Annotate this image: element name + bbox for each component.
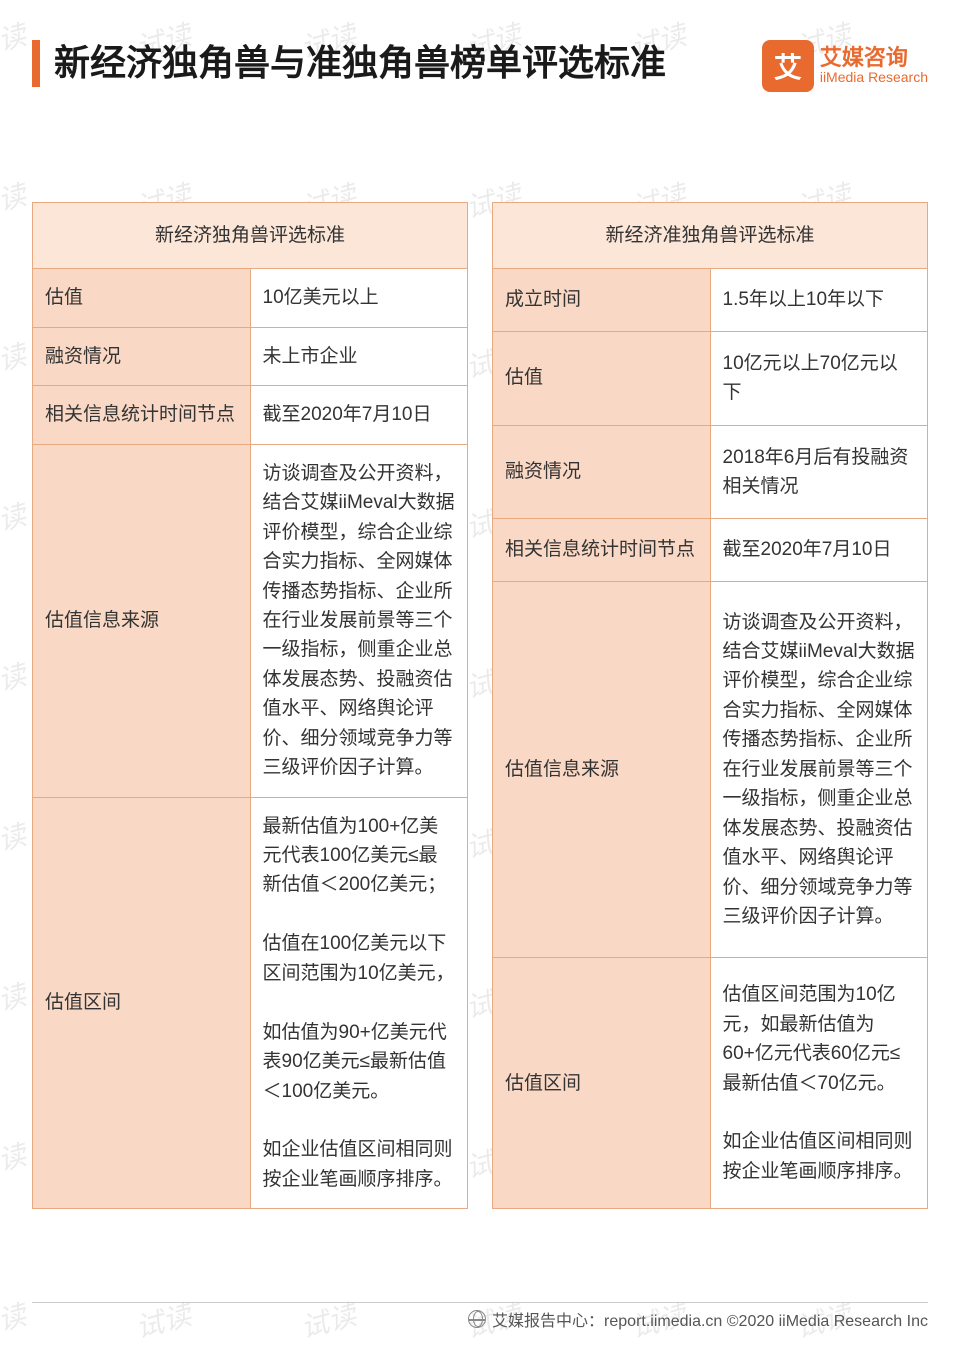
tables-row: 新经济独角兽评选标准 估值10亿美元以上融资情况未上市企业相关信息统计时间节点截… (32, 202, 928, 1209)
logo-en: iiMedia Research (820, 70, 928, 85)
left-table: 新经济独角兽评选标准 估值10亿美元以上融资情况未上市企业相关信息统计时间节点截… (32, 202, 468, 1209)
right-row-value: 10亿元以上70亿元以下 (710, 331, 928, 425)
right-row-label: 融资情况 (493, 425, 711, 519)
brand-logo: 艾 艾媒咨询 iiMedia Research (762, 40, 928, 92)
table-row: 相关信息统计时间节点截至2020年7月10日 (33, 386, 468, 444)
globe-icon (468, 1310, 486, 1328)
table-row: 估值10亿元以上70亿元以下 (493, 331, 928, 425)
table-row: 相关信息统计时间节点截至2020年7月10日 (493, 519, 928, 581)
table-row: 估值信息来源访谈调查及公开资料，结合艾媒iiMeval大数据评价模型，综合企业综… (493, 581, 928, 958)
right-row-label: 相关信息统计时间节点 (493, 519, 711, 581)
right-row-value: 截至2020年7月10日 (710, 519, 928, 581)
right-row-label: 估值 (493, 331, 711, 425)
left-table-header: 新经济独角兽评选标准 (33, 203, 468, 269)
title-accent-bar (32, 40, 40, 87)
table-row: 融资情况未上市企业 (33, 327, 468, 385)
left-row-label: 融资情况 (33, 327, 251, 385)
logo-badge-icon: 艾 (762, 40, 814, 92)
left-row-label: 估值 (33, 269, 251, 327)
left-row-label: 相关信息统计时间节点 (33, 386, 251, 444)
right-row-label: 成立时间 (493, 269, 711, 331)
table-row: 估值10亿美元以上 (33, 269, 468, 327)
right-row-label: 估值信息来源 (493, 581, 711, 958)
watermark-text: 试读 (0, 1293, 30, 1346)
right-table: 新经济准独角兽评选标准 成立时间1.5年以上10年以下估值10亿元以上70亿元以… (492, 202, 928, 1209)
right-row-value: 1.5年以上10年以下 (710, 269, 928, 331)
logo-cn: 艾媒咨询 (820, 46, 928, 70)
left-row-label: 估值区间 (33, 797, 251, 1209)
left-row-value: 截至2020年7月10日 (250, 386, 468, 444)
table-row: 估值区间最新估值为100+亿美元代表100亿美元≤最新估值＜200亿美元； 估值… (33, 797, 468, 1209)
page-title: 新经济独角兽与准独角兽榜单评选标准 (54, 40, 666, 87)
table-row: 估值区间估值区间范围为10亿元，如最新估值为60+亿元代表60亿元≤最新估值＜7… (493, 958, 928, 1209)
logo-text: 艾媒咨询 iiMedia Research (820, 46, 928, 86)
header: 新经济独角兽与准独角兽榜单评选标准 艾 艾媒咨询 iiMedia Researc… (32, 40, 928, 92)
left-row-value: 未上市企业 (250, 327, 468, 385)
table-row: 估值信息来源访谈调查及公开资料，结合艾媒iiMeval大数据评价模型，综合企业综… (33, 444, 468, 797)
table-row: 融资情况2018年6月后有投融资相关情况 (493, 425, 928, 519)
footer-text: 艾媒报告中心：report.iimedia.cn ©2020 iiMedia R… (492, 1307, 928, 1331)
right-row-value: 2018年6月后有投融资相关情况 (710, 425, 928, 519)
watermark-text: 试读 (956, 1293, 960, 1346)
page-content: 新经济独角兽与准独角兽榜单评选标准 艾 艾媒咨询 iiMedia Researc… (0, 0, 960, 1209)
left-row-value: 10亿美元以上 (250, 269, 468, 327)
right-row-label: 估值区间 (493, 958, 711, 1209)
left-row-label: 估值信息来源 (33, 444, 251, 797)
right-row-value: 估值区间范围为10亿元，如最新估值为60+亿元代表60亿元≤最新估值＜70亿元。… (710, 958, 928, 1209)
title-wrap: 新经济独角兽与准独角兽榜单评选标准 (32, 40, 666, 87)
left-row-value: 最新估值为100+亿美元代表100亿美元≤最新估值＜200亿美元； 估值在100… (250, 797, 468, 1209)
table-row: 成立时间1.5年以上10年以下 (493, 269, 928, 331)
right-row-value: 访谈调查及公开资料，结合艾媒iiMeval大数据评价模型，综合企业综合实力指标、… (710, 581, 928, 958)
right-table-header: 新经济准独角兽评选标准 (493, 203, 928, 269)
footer-divider (32, 1302, 928, 1303)
left-row-value: 访谈调查及公开资料，结合艾媒iiMeval大数据评价模型，综合企业综合实力指标、… (250, 444, 468, 797)
footer: 艾媒报告中心：report.iimedia.cn ©2020 iiMedia R… (468, 1307, 928, 1331)
